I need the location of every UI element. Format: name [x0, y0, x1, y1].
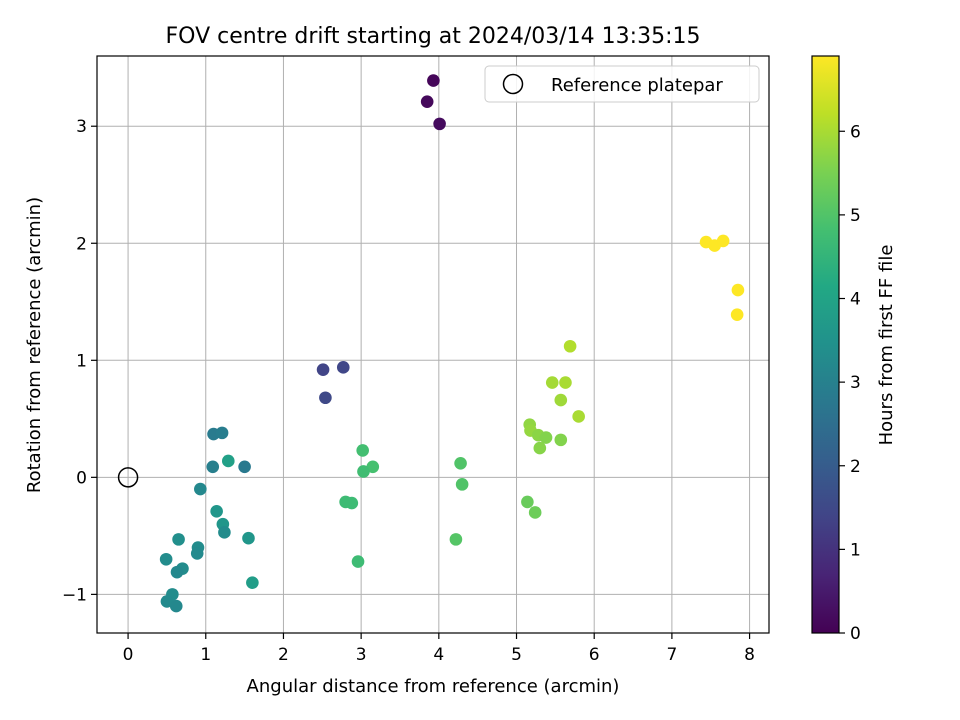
data-point — [159, 552, 173, 566]
data-point — [190, 547, 204, 560]
grid-lines — [97, 56, 769, 633]
data-point — [215, 426, 229, 440]
data-point — [160, 595, 174, 608]
data-points — [159, 74, 745, 613]
x-tick-label: 4 — [433, 645, 444, 665]
data-point — [545, 376, 559, 389]
data-point — [554, 393, 568, 407]
data-point — [170, 565, 184, 579]
data-point — [559, 376, 572, 389]
y-tick-label: 1 — [76, 351, 87, 371]
x-axis-ticks: 0 1 2 3 4 5 6 7 8 — [123, 633, 755, 665]
y-tick-label: 2 — [76, 234, 87, 254]
x-axis-label: Angular distance from reference (arcmin) — [247, 676, 620, 697]
data-point — [716, 234, 730, 248]
colorbar-gradient — [811, 55, 840, 634]
data-point — [533, 441, 547, 455]
colorbar-tick-label: 3 — [850, 373, 861, 393]
data-point — [455, 478, 469, 491]
data-point — [169, 599, 183, 613]
data-point — [345, 496, 359, 510]
data-point — [351, 555, 365, 568]
x-tick-label: 0 — [123, 645, 134, 665]
x-tick-label: 2 — [278, 645, 289, 665]
colorbar-tick-label: 2 — [850, 457, 861, 477]
data-point — [449, 533, 463, 546]
data-point — [238, 460, 251, 474]
colorbar-label: Hours from first FF file — [876, 245, 897, 446]
x-tick-label: 1 — [200, 645, 211, 665]
x-tick-label: 6 — [589, 645, 600, 665]
data-point — [356, 444, 369, 457]
colorbar: 0 1 2 3 4 5 6 — [811, 55, 861, 644]
data-point — [242, 531, 255, 545]
data-point — [316, 363, 330, 376]
x-tick-label: 3 — [356, 645, 367, 665]
data-point — [427, 74, 440, 87]
data-point — [528, 506, 542, 519]
data-point — [366, 460, 380, 474]
data-point — [539, 431, 553, 444]
data-point — [206, 460, 220, 474]
data-point — [218, 526, 231, 539]
chart-title: FOV centre drift starting at 2024/03/14 … — [166, 24, 701, 49]
legend-label-reference: Reference platepar — [551, 75, 723, 96]
data-point — [246, 576, 259, 589]
colorbar-tick-label: 1 — [850, 540, 861, 560]
legend-marker-reference — [502, 73, 524, 95]
legend-box — [484, 65, 760, 103]
colorbar-tick-label: 4 — [850, 290, 861, 310]
data-point — [454, 456, 467, 470]
plot-area: 0 1 2 3 4 5 6 7 8 −1 0 1 2 3 — [62, 55, 770, 665]
data-point — [420, 95, 434, 108]
y-axis-label: Rotation from reference (arcmin) — [24, 197, 45, 493]
data-point — [563, 339, 577, 353]
data-point — [731, 283, 745, 297]
x-tick-label: 5 — [511, 645, 522, 665]
colorbar-tick-label: 0 — [850, 624, 861, 644]
data-point — [319, 391, 332, 405]
data-point — [194, 482, 207, 496]
data-point — [521, 495, 534, 509]
legend: Reference platepar — [484, 65, 760, 103]
data-point — [210, 504, 223, 518]
y-tick-label: 3 — [76, 117, 87, 137]
reference-platepar-marker — [117, 467, 139, 488]
data-point — [221, 454, 235, 468]
plot-frame — [96, 55, 770, 634]
data-point — [172, 533, 185, 546]
colorbar-tick-label: 5 — [850, 206, 861, 226]
data-point — [572, 410, 585, 423]
data-point — [730, 308, 744, 321]
data-point — [433, 117, 446, 131]
colorbar-ticks: 0 1 2 3 4 5 6 — [839, 122, 861, 644]
x-tick-label: 8 — [744, 645, 755, 665]
y-tick-label: 0 — [76, 468, 87, 488]
x-tick-label: 7 — [666, 645, 677, 665]
reference-marker-group — [117, 467, 139, 488]
y-axis-ticks: −1 0 1 2 3 — [62, 117, 97, 605]
data-point — [554, 433, 568, 447]
data-point — [357, 465, 370, 478]
colorbar-tick-label: 6 — [850, 122, 861, 142]
data-point — [336, 361, 350, 374]
y-tick-label: −1 — [62, 585, 87, 605]
